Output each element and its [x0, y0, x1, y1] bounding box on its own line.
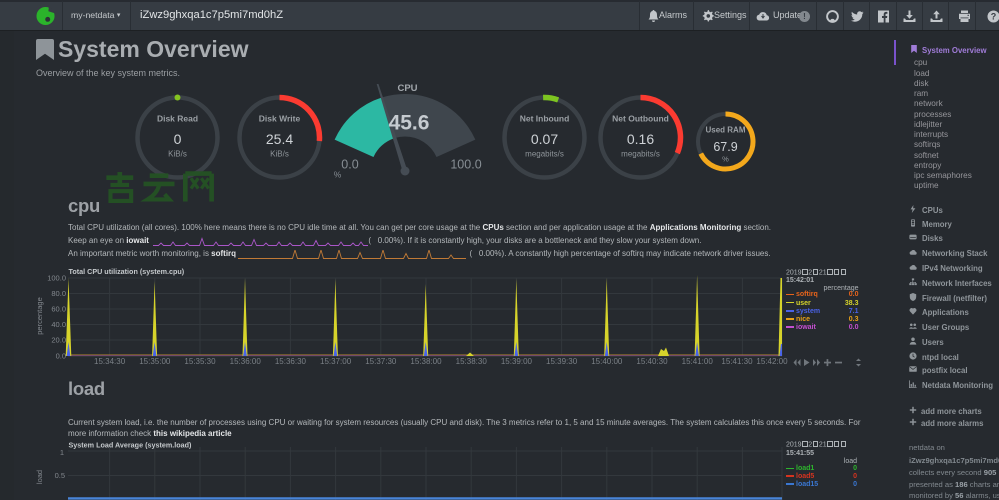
- svg-text:Total CPU utilization (system.: Total CPU utilization (system.cpu): [69, 267, 185, 276]
- svg-text:?: ?: [990, 12, 996, 22]
- svg-text:15:38:30: 15:38:30: [456, 357, 488, 366]
- svg-text:25.4: 25.4: [266, 131, 293, 147]
- svg-text:15:34:30: 15:34:30: [94, 357, 126, 366]
- svg-text:15:40:30: 15:40:30: [636, 357, 668, 366]
- svg-text:15:38:00: 15:38:00: [410, 357, 442, 366]
- svg-text:15:42:00: 15:42:00: [756, 357, 788, 366]
- svg-text:60.0: 60.0: [51, 305, 66, 314]
- svg-text:15:36:30: 15:36:30: [275, 357, 307, 366]
- svg-text:0.0: 0.0: [341, 157, 358, 171]
- svg-text:Net Outbound: Net Outbound: [612, 114, 669, 124]
- svg-text:80.0: 80.0: [51, 289, 66, 298]
- svg-text:Used RAM: Used RAM: [705, 126, 745, 135]
- svg-text:Disk Write: Disk Write: [259, 114, 301, 124]
- svg-text:15:41:30: 15:41:30: [721, 357, 753, 366]
- svg-text:0.0: 0.0: [56, 352, 66, 361]
- svg-text:20.0: 20.0: [51, 336, 66, 345]
- svg-text:1: 1: [60, 448, 64, 457]
- svg-text:100.0: 100.0: [47, 274, 66, 283]
- svg-text:0.5: 0.5: [55, 471, 65, 480]
- svg-text:load: load: [36, 470, 44, 484]
- svg-text:percentage: percentage: [36, 297, 44, 335]
- svg-text:15:35:30: 15:35:30: [184, 357, 216, 366]
- svg-text:KiB/s: KiB/s: [168, 150, 187, 159]
- svg-text:Net Inbound: Net Inbound: [520, 114, 570, 124]
- svg-text:15:36:00: 15:36:00: [230, 357, 262, 366]
- svg-text:%: %: [334, 170, 342, 180]
- svg-text:67.9: 67.9: [713, 140, 737, 154]
- svg-text:15:37:30: 15:37:30: [365, 357, 397, 366]
- svg-text:100.0: 100.0: [450, 157, 481, 171]
- svg-text:0.16: 0.16: [627, 131, 654, 147]
- svg-text:15:35:00: 15:35:00: [139, 357, 171, 366]
- svg-text:0.07: 0.07: [531, 131, 558, 147]
- svg-text:45.6: 45.6: [389, 112, 430, 135]
- svg-text:15:39:00: 15:39:00: [501, 357, 533, 366]
- svg-text:15:41:00: 15:41:00: [682, 357, 714, 366]
- svg-text:15:39:30: 15:39:30: [546, 357, 578, 366]
- svg-text:megabits/s: megabits/s: [525, 150, 564, 159]
- svg-text:megabits/s: megabits/s: [621, 150, 660, 159]
- svg-text:0: 0: [174, 131, 182, 147]
- svg-text:System Load Average (system.lo: System Load Average (system.load): [69, 441, 193, 450]
- svg-text:40.0: 40.0: [51, 320, 66, 329]
- svg-text:15:40:00: 15:40:00: [591, 357, 623, 366]
- svg-text:15:37:00: 15:37:00: [320, 357, 352, 366]
- svg-text:%: %: [722, 155, 729, 164]
- svg-text:KiB/s: KiB/s: [270, 150, 289, 159]
- svg-text:CPU: CPU: [397, 84, 417, 94]
- svg-text:Disk Read: Disk Read: [157, 114, 198, 124]
